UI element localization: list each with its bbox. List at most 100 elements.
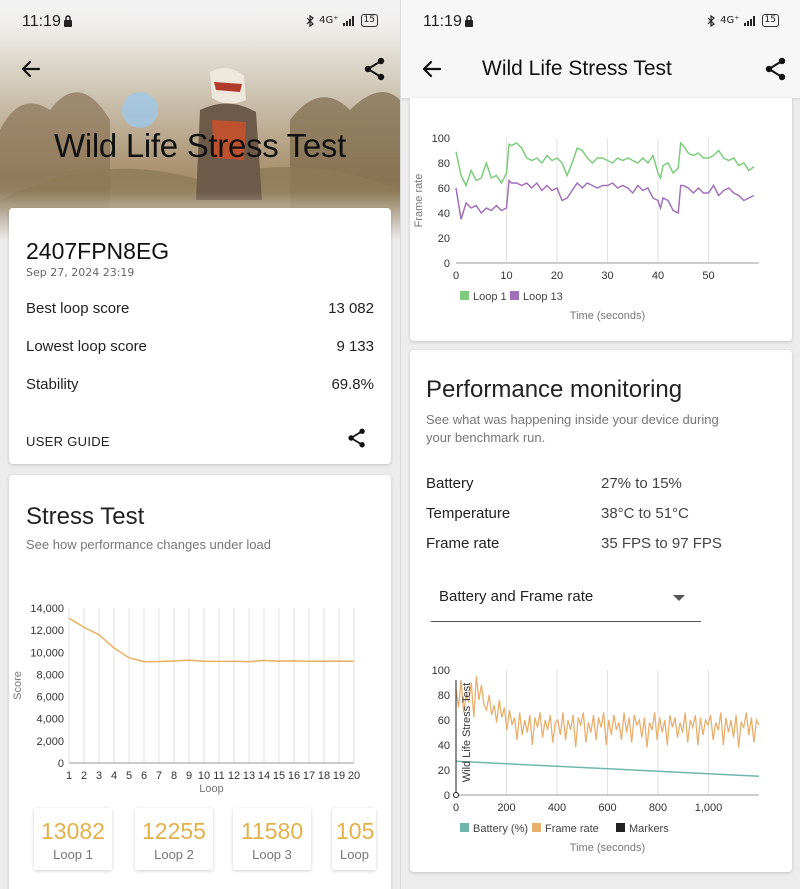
user-guide-link[interactable]: USER GUIDE xyxy=(26,434,110,449)
y-tick-label: 4,000 xyxy=(36,714,64,726)
y-tick-label: 40 xyxy=(438,208,450,220)
battery-icon: 15 xyxy=(761,14,779,27)
x-tick-label: 9 xyxy=(186,770,192,782)
loop-score: 11580 xyxy=(240,818,304,844)
x-tick-label: 0 xyxy=(453,270,459,282)
y-axis-label: Score xyxy=(12,671,24,700)
legend-label: Frame rate xyxy=(545,823,599,835)
x-tick-label: 12 xyxy=(228,770,240,782)
score-line xyxy=(68,617,355,663)
x-tick-label: 1,000 xyxy=(695,802,723,814)
x-axis-label: Loop xyxy=(199,783,223,795)
x-tick-label: 10 xyxy=(500,270,512,282)
stability-value: 69.8% xyxy=(331,376,374,393)
y-tick-label: 20 xyxy=(438,765,450,777)
y-tick-label: 80 xyxy=(438,158,450,170)
y-tick-label: 60 xyxy=(438,183,450,195)
app-title: Wild Life Stress Test xyxy=(482,57,672,80)
lock-icon xyxy=(465,15,473,27)
y-axis-label: Frame rate xyxy=(413,174,425,228)
hero-banner: Wild Life Stress Test xyxy=(0,0,400,240)
signal-icon xyxy=(342,16,354,26)
status-time: 11:19 xyxy=(22,13,61,30)
battery-value: 27% to 15% xyxy=(601,475,682,492)
share-icon[interactable] xyxy=(362,56,388,82)
legend-swatch xyxy=(460,823,469,832)
frame-rate-card xyxy=(410,98,792,341)
legend-label: Loop 1 xyxy=(473,291,507,303)
x-tick-label: 11 xyxy=(213,770,224,782)
x-tick-label: 1 xyxy=(66,770,72,782)
y-tick-label: 0 xyxy=(444,258,450,270)
y-tick-label: 6,000 xyxy=(36,692,64,704)
system-icons: 4G⁺ 15 xyxy=(706,14,779,27)
lowest-loop-label: Lowest loop score xyxy=(26,338,147,355)
back-arrow-icon[interactable] xyxy=(419,56,445,82)
x-tick-label: 6 xyxy=(141,770,147,782)
x-tick-label: 3 xyxy=(96,770,102,782)
x-tick-label: 13 xyxy=(243,770,255,782)
loop-card[interactable]: 13082 Loop 1 xyxy=(34,808,112,870)
legend-label: Loop 13 xyxy=(523,291,563,303)
stress-test-title: Stress Test xyxy=(26,503,145,530)
x-tick-label: 20 xyxy=(551,270,563,282)
back-arrow-icon[interactable] xyxy=(18,56,44,82)
y-tick-label: 60 xyxy=(438,715,450,727)
x-tick-label: 800 xyxy=(649,802,667,814)
frame-rate-row: Frame rate 35 FPS to 97 FPS xyxy=(426,535,722,552)
share-icon[interactable] xyxy=(763,56,789,82)
loop-card[interactable]: 11580 Loop 3 xyxy=(233,808,311,870)
marker-point xyxy=(453,792,459,798)
lowest-loop-value: 9 133 xyxy=(336,338,374,355)
best-loop-row: Best loop score 13 082 xyxy=(26,300,374,317)
x-tick-label: 600 xyxy=(598,802,616,814)
network-type: 4G⁺ xyxy=(720,15,740,26)
app-bar: 11:19 4G⁺ 15 Wild Life Stress Test xyxy=(401,0,800,98)
dropdown-arrow-icon xyxy=(673,595,685,601)
share-icon[interactable] xyxy=(346,427,368,449)
network-type: 4G⁺ xyxy=(319,15,339,26)
frame-rate-label: Frame rate xyxy=(426,535,500,552)
x-tick-label: 30 xyxy=(601,270,613,282)
temperature-label: Temperature xyxy=(426,505,511,522)
y-tick-label: 10,000 xyxy=(30,647,64,659)
x-tick-label: 2 xyxy=(81,770,87,782)
stability-row: Stability 69.8% xyxy=(26,376,374,393)
frame-rate-chart: 0 10 20 30 40 50 0 20 40 60 80 100 Frame rate Loop 1 L… xyxy=(413,133,759,322)
bluetooth-icon xyxy=(306,14,315,27)
series-line xyxy=(455,141,755,188)
legend-swatch xyxy=(616,823,625,832)
battery-row: Battery 27% to 15% xyxy=(426,475,682,492)
y-tick-label: 0 xyxy=(444,790,450,802)
x-tick-label: 15 xyxy=(273,770,285,782)
x-tick-label: 10 xyxy=(198,770,210,782)
status-bar: 11:19 4G⁺ 15 xyxy=(0,0,400,44)
x-axis-label: Time (seconds) xyxy=(570,310,645,322)
y-tick-label: 12,000 xyxy=(30,625,64,637)
loop-label: Loop 1 xyxy=(53,847,93,862)
chart-metric-dropdown[interactable]: Battery and Frame rate xyxy=(431,577,701,622)
loop-card[interactable]: 105 Loop xyxy=(332,808,376,870)
performance-subtitle-line2: your benchmark run. xyxy=(426,430,546,445)
status-bar: 11:19 4G⁺ 15 xyxy=(401,0,800,44)
x-tick-label: 20 xyxy=(348,770,360,782)
loop-label: Loop xyxy=(340,847,369,862)
y-tick-label: 0 xyxy=(58,758,64,770)
best-loop-label: Best loop score xyxy=(26,300,130,317)
signal-icon xyxy=(743,16,755,26)
score-chart: 1 2 3 4 5 6 7 8 9 10 11 12 13 14 15 16 17 18 19 2002,0004,0… xyxy=(12,603,360,795)
x-tick-label: 50 xyxy=(702,270,714,282)
x-tick-label: 16 xyxy=(288,770,300,782)
legend-swatch xyxy=(460,291,469,300)
system-icons: 4G⁺ 15 xyxy=(305,14,378,27)
performance-subtitle: See what was happening inside your devic… xyxy=(426,412,719,427)
x-tick-label: 17 xyxy=(303,770,315,782)
x-tick-label: 8 xyxy=(171,770,177,782)
hero-artwork xyxy=(0,0,400,240)
x-tick-label: 200 xyxy=(497,802,515,814)
x-tick-label: 400 xyxy=(548,802,566,814)
loop-card[interactable]: 12255 Loop 2 xyxy=(135,808,213,870)
x-tick-label: 40 xyxy=(652,270,664,282)
lock-icon xyxy=(64,15,72,27)
x-tick-label: 0 xyxy=(453,802,459,814)
